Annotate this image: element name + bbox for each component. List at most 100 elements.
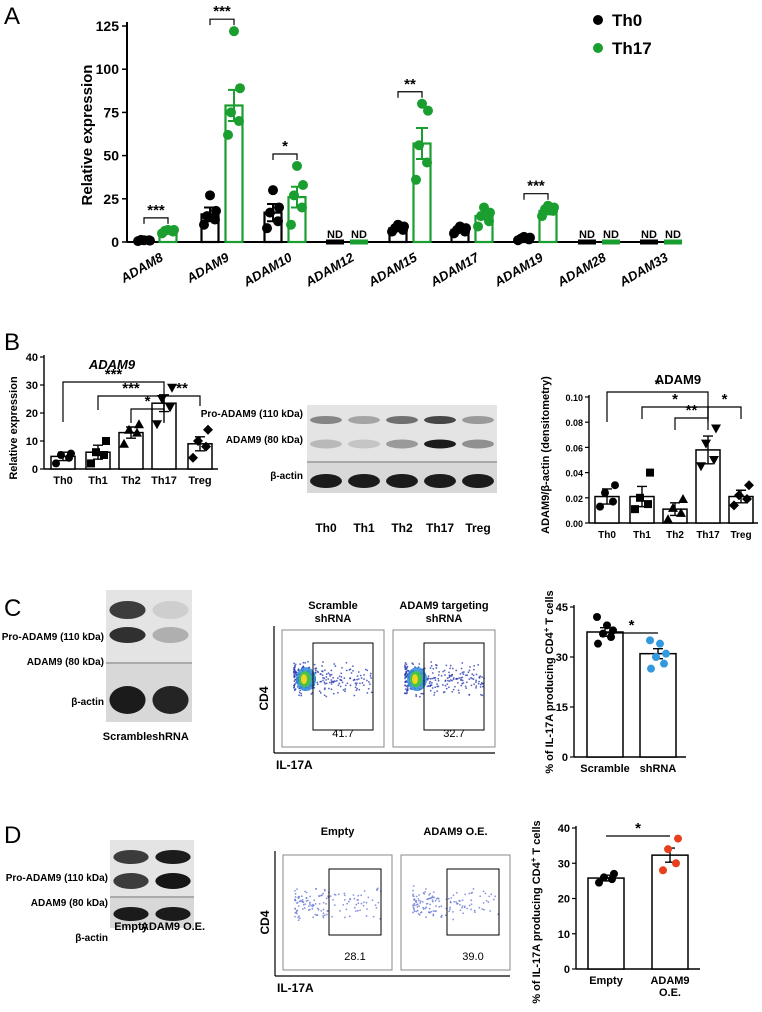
flow-event [459,679,462,681]
data-point [268,185,278,196]
flow-event [430,681,433,684]
flow-event [405,690,408,692]
nd-label: ND [351,229,367,241]
flow-event [418,905,421,908]
flow-event [429,911,432,914]
flow-event [443,669,446,672]
blot-band [155,850,191,864]
data-point [124,424,134,434]
flow-event [356,675,359,678]
flow-event [294,663,297,666]
data-point [729,500,739,511]
flow-event [297,897,300,899]
flow-event [443,690,446,693]
data-point [292,160,302,171]
flow-event [359,909,361,912]
flow-event [363,890,366,892]
flow-event [344,688,347,690]
flow-event [452,918,455,921]
flow-event [455,901,458,903]
flow-gate [423,642,485,731]
data-point [165,403,175,413]
y-tick-label: 40 [558,823,570,835]
lane-label: Th17 [426,521,454,535]
flow-event [471,891,474,894]
flow-event [483,908,485,911]
flow-event [304,890,306,893]
flow-event [369,674,372,677]
flow-event [460,677,462,679]
flow-event [428,907,431,910]
flow-event [316,683,319,686]
flow-event [323,694,326,697]
blot-band [424,439,456,449]
flow-event [311,907,314,910]
data-point [100,451,108,459]
flow-event [444,680,447,683]
flow-event [431,899,434,902]
flow-event [343,899,346,901]
flow-event [313,686,316,689]
flow-event [404,668,407,671]
flow-event [332,898,334,901]
flow-event [475,673,478,676]
flow-event [462,912,465,915]
chart-c-il17a-percent: 0 15 30 45 Scramble shRNA * % of IL-17A produci… [542,590,686,775]
data-point [234,116,244,127]
flow-event [355,903,358,906]
flow-event [325,682,328,685]
flow-event [303,907,306,910]
blot-band [152,686,189,714]
band-label: β-actin [270,471,303,482]
data-point [596,502,604,511]
band-label: Pro-ADAM9 (110 kDa) [201,409,303,420]
data-point [646,636,654,645]
flow-event [333,904,336,907]
flow-event [481,676,483,678]
band-label: Pro-ADAM9 (110 kDa) [6,873,108,884]
data-point [423,105,433,116]
blot-band [155,873,191,889]
flow-event [437,679,440,682]
data-point [102,437,110,445]
flow-event [426,685,429,688]
data-point [274,202,284,213]
flow-event [449,906,451,909]
flow-event [455,669,458,672]
flow-event [429,677,432,680]
chart-b-adam9-relative-expression: 0 10 20 30 40 Th0 Th1 Th2 Th17 Treg ADAM9 Relative … [8,352,218,487]
flow-cytometry-d: 28.1 Empty 39.0 ADAM9 O.E. CD4 IL-17A [258,826,511,995]
panel-letter-b: B [4,329,20,356]
flow-event [449,901,452,904]
flow-event [412,904,415,907]
flow-event [344,916,346,919]
flow-event [293,683,296,686]
flow-event [462,673,465,675]
chart-b-adam9-densitometry: 0.00 0.02 0.04 0.06 0.08 0.10 Th0 Th1 Th2 Th17 Tre… [540,372,758,541]
flow-event [308,905,310,908]
band-label: Pro-ADAM9 (110 kDa) [2,632,104,643]
flow-event [412,889,414,892]
flow-event [343,892,346,895]
flow-event [338,682,341,685]
flow-event [361,682,364,684]
flow-event [489,910,492,912]
flow-event [372,915,375,918]
flow-event [429,680,432,683]
flow-event [352,669,354,672]
flow-event [346,682,349,685]
y-tick-label: 50 [103,148,119,164]
flow-event [369,672,372,675]
flow-event [413,904,416,907]
flow-gate [312,642,374,731]
y-tick-label: 125 [96,18,120,34]
flow-event [472,888,475,890]
flow-event [470,899,473,902]
flow-event [473,911,476,914]
flow-event [356,899,359,901]
flow-event [454,685,456,688]
x-tick-label: ADAM33 [616,249,671,290]
flow-event [482,685,484,688]
flow-event [422,908,425,910]
